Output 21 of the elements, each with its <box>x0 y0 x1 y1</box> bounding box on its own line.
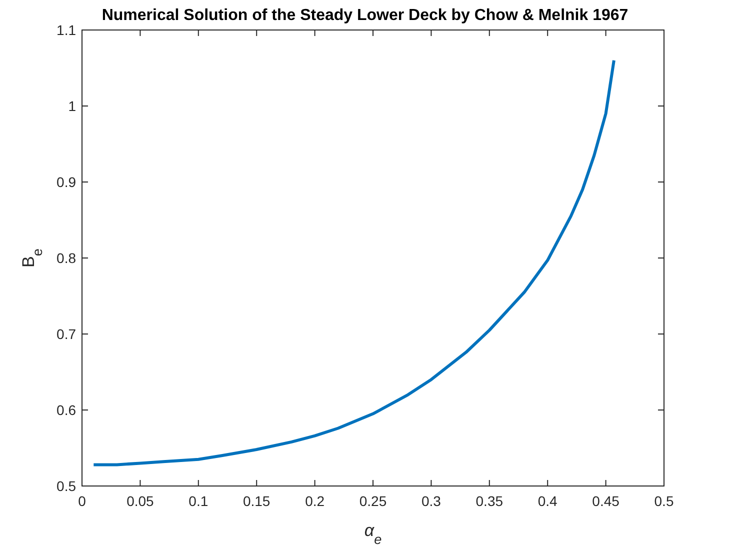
x-tick-label: 0.45 <box>592 493 620 509</box>
x-axis-title: α$_{e}$ <box>364 521 382 546</box>
x-tick-label: 0.25 <box>359 493 387 509</box>
line-series <box>92 58 616 466</box>
x-tick-label: 0.5 <box>654 493 674 509</box>
x-tick-label: 0.35 <box>476 493 504 509</box>
y-tick-label: 0.8 <box>56 250 76 266</box>
x-tick-label: 0.1 <box>188 493 208 509</box>
x-tick-label: 0.05 <box>126 493 154 509</box>
y-tick-label: 0.7 <box>56 326 76 342</box>
y-tick-label: 0.5 <box>56 478 76 494</box>
y-tick-label: 1.1 <box>56 22 76 38</box>
x-tick-label: 0.4 <box>538 493 558 509</box>
chart-title: Numerical Solution of the Steady Lower Deck by Chow & Melnik 1967 <box>102 7 628 24</box>
x-tick-label: 0.15 <box>242 493 270 509</box>
y-tick-label: 1 <box>68 98 76 114</box>
x-tick-label: 0.3 <box>421 493 442 509</box>
x-tick-label: 0.2 <box>305 493 325 509</box>
y-tick-label: 0.6 <box>56 402 76 418</box>
x-tick-label: 0 <box>78 493 86 509</box>
y-tick-label: 0.9 <box>56 174 76 190</box>
